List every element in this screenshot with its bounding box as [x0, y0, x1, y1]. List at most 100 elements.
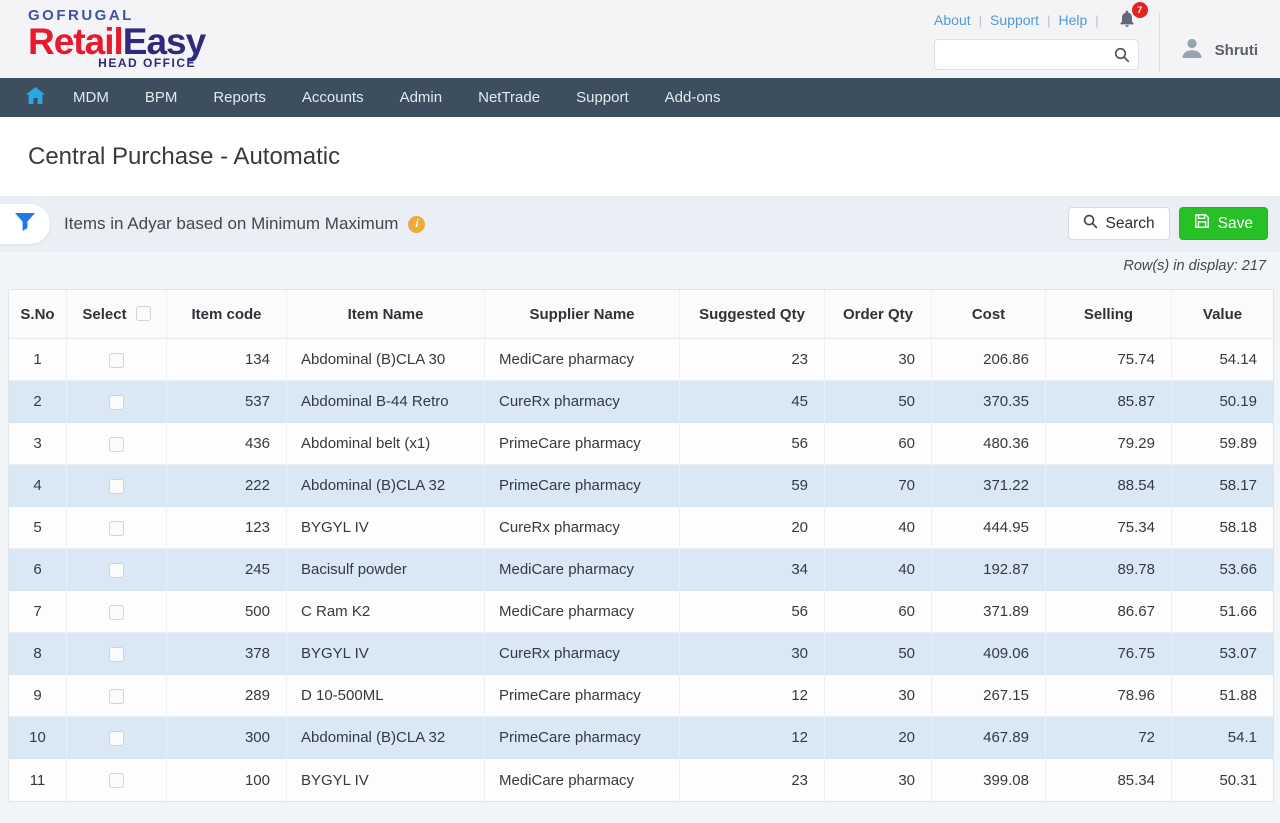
table-row: 8 378 BYGYL IV CureRx pharmacy 30 50 409… — [9, 633, 1273, 675]
support-link[interactable]: Support — [990, 12, 1040, 28]
nav-item-admin[interactable]: Admin — [399, 89, 443, 106]
cell-sno: 2 — [9, 381, 67, 423]
cell-order-qty[interactable]: 40 — [825, 549, 932, 591]
cell-suggested-qty: 12 — [680, 675, 825, 717]
cell-select — [67, 549, 167, 591]
global-search-input[interactable] — [934, 40, 1138, 69]
cell-order-qty[interactable]: 20 — [825, 717, 932, 759]
cell-supplier: MediCare pharmacy — [485, 339, 680, 381]
filter-button[interactable] — [0, 204, 50, 244]
cell-supplier: PrimeCare pharmacy — [485, 675, 680, 717]
nav-item-nettrade[interactable]: NetTrade — [478, 89, 541, 106]
notification-bell[interactable]: 7 — [1117, 2, 1148, 31]
product-name-easy: Easy — [122, 21, 206, 62]
row-checkbox[interactable] — [109, 730, 124, 746]
cell-item-name: BYGYL IV — [287, 759, 485, 801]
row-checkbox[interactable] — [109, 394, 124, 410]
row-checkbox[interactable] — [109, 562, 124, 578]
table-row: 4 222 Abdominal (B)CLA 32 PrimeCare phar… — [9, 465, 1273, 507]
cell-order-qty[interactable]: 40 — [825, 507, 932, 549]
row-checkbox[interactable] — [109, 478, 124, 494]
cell-order-qty[interactable]: 60 — [825, 591, 932, 633]
nav-item-reports[interactable]: Reports — [213, 89, 266, 106]
header-selling: Selling — [1046, 290, 1172, 339]
search-button[interactable]: Search — [1067, 207, 1170, 240]
cell-suggested-qty: 20 — [680, 507, 825, 549]
info-icon[interactable]: i — [408, 215, 426, 233]
header-suggested-qty: Suggested Qty — [680, 290, 825, 339]
username: Shruti — [1214, 41, 1258, 59]
cell-value: 54.14 — [1172, 339, 1273, 381]
header-item-name: Item Name — [287, 290, 485, 339]
save-button-label: Save — [1217, 214, 1253, 232]
cell-sno: 6 — [9, 549, 67, 591]
table-row: 10 300 Abdominal (B)CLA 32 PrimeCare pha… — [9, 717, 1273, 759]
nav-item-support[interactable]: Support — [576, 89, 629, 106]
brand-suffix: HEAD OFFICE — [98, 56, 196, 70]
items-table-wrap: S.No Select Item code Item Name Supplier… — [0, 289, 1280, 802]
app-logo[interactable]: GOFRUGAL RetailEasy HEAD OFFICE — [28, 7, 206, 70]
nav-item-bpm[interactable]: BPM — [144, 89, 178, 106]
cell-select — [67, 339, 167, 381]
cell-select — [67, 675, 167, 717]
cell-order-qty[interactable]: 60 — [825, 423, 932, 465]
filter-bar: Items in Adyar based on Minimum Maximum … — [0, 196, 1280, 252]
cell-supplier: PrimeCare pharmacy — [485, 717, 680, 759]
cell-item-name: D 10-500ML — [287, 675, 485, 717]
select-all-checkbox[interactable] — [135, 306, 151, 322]
search-icon[interactable] — [1114, 47, 1130, 68]
row-checkbox[interactable] — [109, 773, 124, 789]
cell-order-qty[interactable]: 30 — [825, 339, 932, 381]
cell-order-qty[interactable]: 30 — [825, 675, 932, 717]
cell-order-qty[interactable]: 50 — [825, 633, 932, 675]
header-value: Value — [1172, 290, 1273, 339]
row-checkbox[interactable] — [109, 436, 124, 452]
cell-sno: 9 — [9, 675, 67, 717]
cell-suggested-qty: 56 — [680, 591, 825, 633]
cell-suggested-qty: 23 — [680, 339, 825, 381]
nav-item-mdm[interactable]: MDM — [73, 89, 109, 106]
cell-selling: 89.78 — [1046, 549, 1172, 591]
items-table: S.No Select Item code Item Name Supplier… — [8, 289, 1274, 802]
cell-supplier: CureRx pharmacy — [485, 633, 680, 675]
table-row: 2 537 Abdominal B-44 Retro CureRx pharma… — [9, 381, 1273, 423]
cell-item-name: Bacisulf powder — [287, 549, 485, 591]
row-checkbox[interactable] — [109, 520, 124, 536]
page-title: Central Purchase - Automatic — [28, 142, 341, 170]
cell-cost: 370.35 — [932, 381, 1046, 423]
cell-selling: 78.96 — [1046, 675, 1172, 717]
home-button[interactable] — [18, 78, 52, 117]
row-checkbox[interactable] — [109, 688, 124, 704]
nav-item-accounts[interactable]: Accounts — [301, 89, 364, 106]
row-checkbox[interactable] — [109, 604, 124, 620]
cell-select — [67, 423, 167, 465]
row-checkbox[interactable] — [109, 646, 124, 662]
header-supplier-name: Supplier Name — [485, 290, 680, 339]
help-link[interactable]: Help — [1058, 12, 1088, 28]
table-row: 3 436 Abdominal belt (x1) PrimeCare phar… — [9, 423, 1273, 465]
main-navbar: MDM BPM Reports Accounts Admin NetTrade … — [0, 78, 1280, 117]
cell-supplier: MediCare pharmacy — [485, 591, 680, 633]
row-checkbox[interactable] — [109, 352, 124, 368]
filter-description: Items in Adyar based on Minimum Maximum — [64, 214, 399, 233]
cell-order-qty[interactable]: 50 — [825, 381, 932, 423]
cell-selling: 75.74 — [1046, 339, 1172, 381]
cell-value: 54.1 — [1172, 717, 1273, 759]
about-link[interactable]: About — [934, 12, 971, 28]
table-row: 9 289 D 10-500ML PrimeCare pharmacy 12 3… — [9, 675, 1273, 717]
table-header: S.No Select Item code Item Name Supplier… — [9, 290, 1273, 339]
cell-cost: 399.08 — [932, 759, 1046, 801]
user-menu[interactable]: Shruti — [1178, 28, 1258, 72]
cell-supplier: PrimeCare pharmacy — [485, 423, 680, 465]
cell-item-name: C Ram K2 — [287, 591, 485, 633]
save-button[interactable]: Save — [1178, 207, 1268, 240]
nav-item-addons[interactable]: Add-ons — [664, 89, 721, 106]
cell-order-qty[interactable]: 70 — [825, 465, 932, 507]
cell-order-qty[interactable]: 30 — [825, 759, 932, 801]
cell-item-code: 245 — [167, 549, 287, 591]
filter-actions: Search Save — [1067, 207, 1268, 240]
avatar-icon — [1178, 34, 1206, 67]
cell-selling: 85.87 — [1046, 381, 1172, 423]
cell-value: 51.66 — [1172, 591, 1273, 633]
cell-item-name: Abdominal B-44 Retro — [287, 381, 485, 423]
